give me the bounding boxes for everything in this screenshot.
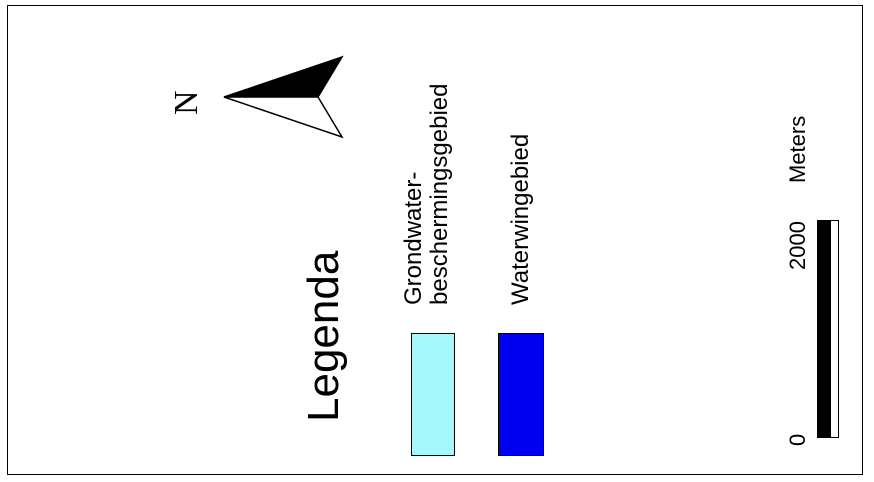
scale-bar-start-label: 0 xyxy=(785,433,810,446)
legend-title: Legenda xyxy=(299,250,348,422)
scale-bar xyxy=(817,220,839,438)
legend-label-grondwaterbeschermingsgebied: Grondwater- beschermingsgebied xyxy=(400,83,453,305)
legend-swatch-waterwingebied xyxy=(498,333,544,456)
scale-bar-unit-label: Meters xyxy=(785,115,810,183)
legend-label-waterwingebied: Waterwingebied xyxy=(507,133,534,305)
scale-bar-end-label: 2000 xyxy=(785,221,810,270)
north-arrow-icon xyxy=(223,55,344,139)
legend-swatch-grondwaterbeschermingsgebied xyxy=(411,333,455,456)
north-label: N xyxy=(168,90,205,115)
scale-bar-fill xyxy=(818,221,831,437)
